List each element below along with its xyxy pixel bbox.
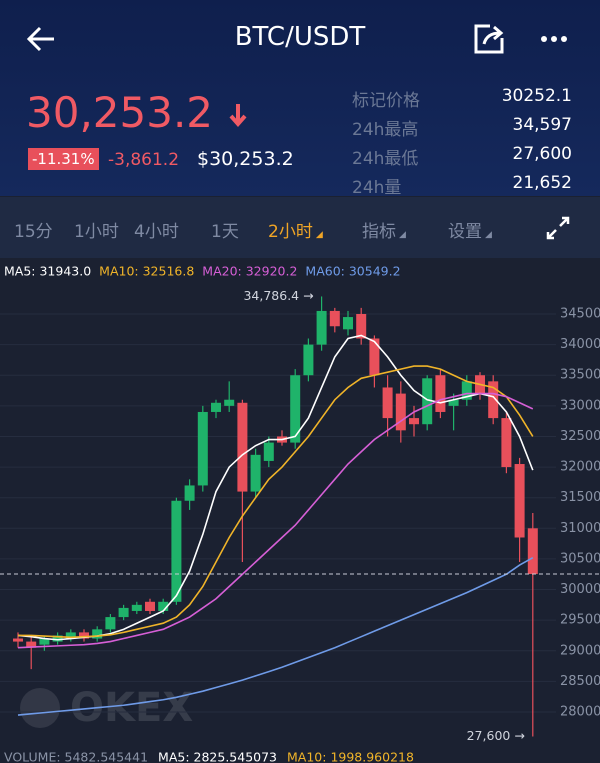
y-tick-label: 30000	[560, 582, 600, 597]
y-tick-label: 33000	[560, 398, 600, 413]
stat-label: 24h量	[352, 178, 402, 198]
more-button[interactable]	[540, 34, 570, 44]
candle-body	[356, 314, 367, 339]
y-tick-label: 33500	[560, 368, 600, 383]
candle-body	[369, 338, 380, 376]
watermark-logo	[20, 688, 60, 728]
candle-body	[145, 601, 155, 611]
candle-body	[224, 399, 235, 406]
ma-legend: MA10: 32516.8	[99, 264, 194, 279]
dropdown-icon: ◢	[485, 230, 492, 240]
change-amount: -3,861.2	[108, 150, 180, 170]
volume-legend: VOLUME: 5482.545441	[4, 750, 148, 763]
ma-line	[18, 365, 534, 639]
stat-label: 标记价格	[352, 91, 420, 111]
candle-body	[527, 528, 538, 575]
ma-legend: MA20: 32920.2	[202, 264, 297, 279]
usd-price: $30,253.2	[197, 148, 294, 170]
back-button[interactable]	[24, 22, 58, 56]
stat-value: 21,652	[512, 173, 572, 193]
y-tick-label: 31000	[560, 521, 600, 536]
y-tick-label: 28500	[560, 674, 600, 689]
y-tick-label: 32000	[560, 460, 600, 475]
tab-bar: 15分 1小时 4小时 1天 2小时 ◢ 指标 ◢ 设置 ◢	[0, 197, 600, 258]
candle-body	[395, 393, 406, 431]
candle-body	[211, 402, 221, 412]
candle-body	[26, 641, 37, 648]
candle-body	[13, 638, 23, 642]
fullscreen-button[interactable]	[545, 215, 571, 241]
candle-body	[461, 381, 472, 400]
candle-body	[316, 310, 327, 345]
ma-line	[17, 556, 534, 716]
candle-body	[65, 632, 76, 639]
y-tick-label: 29500	[560, 613, 600, 628]
candle-body	[118, 607, 129, 618]
candle-body	[39, 638, 50, 645]
candle-body	[158, 601, 169, 611]
y-tick-label: 28000	[560, 705, 600, 720]
ma-line	[17, 392, 534, 649]
stat-value: 30252.1	[501, 86, 572, 106]
price-annotation: 34,786.4 →	[243, 288, 313, 303]
candle-body	[514, 464, 525, 538]
candle-body	[422, 378, 433, 425]
y-tick-label: 29000	[560, 643, 600, 658]
candle-body	[343, 317, 353, 330]
stat-value: 27,600	[512, 144, 572, 164]
candle-body	[488, 381, 499, 419]
share-button[interactable]	[472, 22, 506, 56]
tab[interactable]: 4小时	[134, 222, 179, 242]
candle-body	[250, 454, 261, 492]
candle-body	[501, 418, 512, 468]
candle-body	[105, 617, 116, 630]
candle-body	[131, 604, 142, 611]
tab[interactable]: 15分	[14, 222, 53, 242]
candle-body	[197, 411, 208, 486]
y-tick-label: 32500	[560, 429, 600, 444]
candle-body	[382, 387, 393, 419]
candle-body	[435, 375, 446, 412]
candle-body	[448, 399, 459, 406]
volume-legend: MA5: 2825.545073	[158, 750, 277, 763]
candle-body	[290, 375, 301, 443]
tab[interactable]: 1小时	[74, 222, 119, 242]
candle-body	[329, 310, 340, 327]
header: BTC/USDT 30,253.2 -11.31% -3,861.2 $30,2…	[0, 0, 600, 198]
volume-legend: MA10: 1998.960218	[287, 750, 414, 763]
tab[interactable]: 设置 ◢	[448, 222, 492, 242]
tab[interactable]: 指标 ◢	[362, 222, 406, 242]
candle-body	[52, 635, 63, 642]
tab[interactable]: 1天	[211, 222, 239, 242]
tab[interactable]: 2小时 ◢	[268, 222, 323, 242]
dropdown-icon: ◢	[315, 230, 323, 240]
y-tick-label: 30500	[560, 551, 600, 566]
stat-label: 24h最高	[352, 120, 419, 140]
y-tick-label: 34500	[560, 307, 600, 322]
ma-line	[17, 334, 534, 641]
last-price: 30,253.2	[26, 88, 214, 137]
down-arrow	[229, 104, 247, 128]
ma-legend: MA5: 31943.0	[4, 264, 91, 279]
y-tick-label: 31500	[560, 490, 600, 505]
candle-body	[92, 629, 103, 639]
candle-body	[263, 442, 274, 461]
y-tick-label: 34000	[560, 337, 600, 352]
candle-body	[303, 344, 314, 376]
stat-value: 34,597	[512, 115, 572, 135]
candle-body	[79, 632, 89, 639]
candle-body	[409, 418, 419, 425]
kline-chart: OKEX345003400033500330003250032000315003…	[0, 264, 600, 763]
candle-body	[237, 402, 248, 492]
price-annotation: 27,600 →	[467, 728, 525, 743]
ma-legend: MA60: 30549.2	[305, 264, 400, 279]
pair-title: BTC/USDT	[234, 22, 366, 52]
candle-body	[184, 485, 195, 501]
change-percent-badge: -11.31%	[28, 148, 99, 170]
dropdown-icon: ◢	[399, 230, 406, 240]
candle-body	[171, 500, 182, 602]
stat-label: 24h最低	[352, 149, 419, 169]
